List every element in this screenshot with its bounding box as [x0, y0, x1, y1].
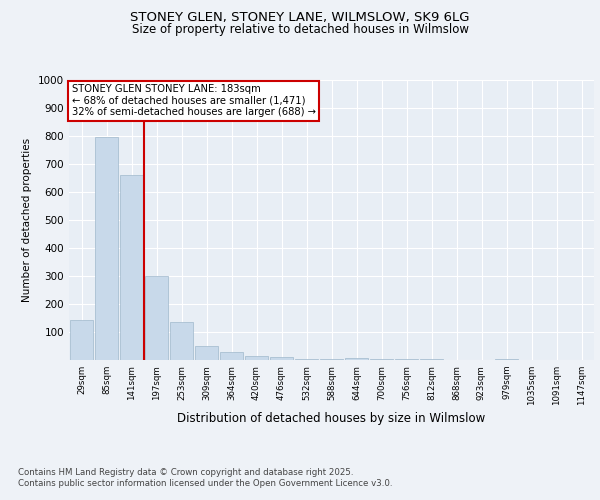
Bar [269, 357, 293, 360]
Text: STONEY GLEN, STONEY LANE, WILMSLOW, SK9 6LG: STONEY GLEN, STONEY LANE, WILMSLOW, SK9 … [130, 11, 470, 24]
Bar [119, 175, 143, 360]
Bar [395, 359, 418, 360]
Bar [70, 320, 94, 360]
Bar [344, 358, 368, 360]
Bar [145, 276, 169, 360]
Y-axis label: Number of detached properties: Number of detached properties [22, 138, 32, 302]
Text: STONEY GLEN STONEY LANE: 183sqm
← 68% of detached houses are smaller (1,471)
32%: STONEY GLEN STONEY LANE: 183sqm ← 68% of… [71, 84, 316, 117]
Text: Size of property relative to detached houses in Wilmslow: Size of property relative to detached ho… [131, 22, 469, 36]
Bar [170, 322, 193, 360]
Text: Contains HM Land Registry data © Crown copyright and database right 2025.: Contains HM Land Registry data © Crown c… [18, 468, 353, 477]
Bar [295, 358, 319, 360]
Bar [320, 359, 343, 360]
Bar [245, 356, 268, 360]
Bar [370, 358, 394, 360]
Bar [220, 352, 244, 360]
Bar [95, 136, 118, 360]
X-axis label: Distribution of detached houses by size in Wilmslow: Distribution of detached houses by size … [178, 412, 485, 425]
Bar [194, 346, 218, 360]
Bar [494, 359, 518, 360]
Text: Contains public sector information licensed under the Open Government Licence v3: Contains public sector information licen… [18, 480, 392, 488]
